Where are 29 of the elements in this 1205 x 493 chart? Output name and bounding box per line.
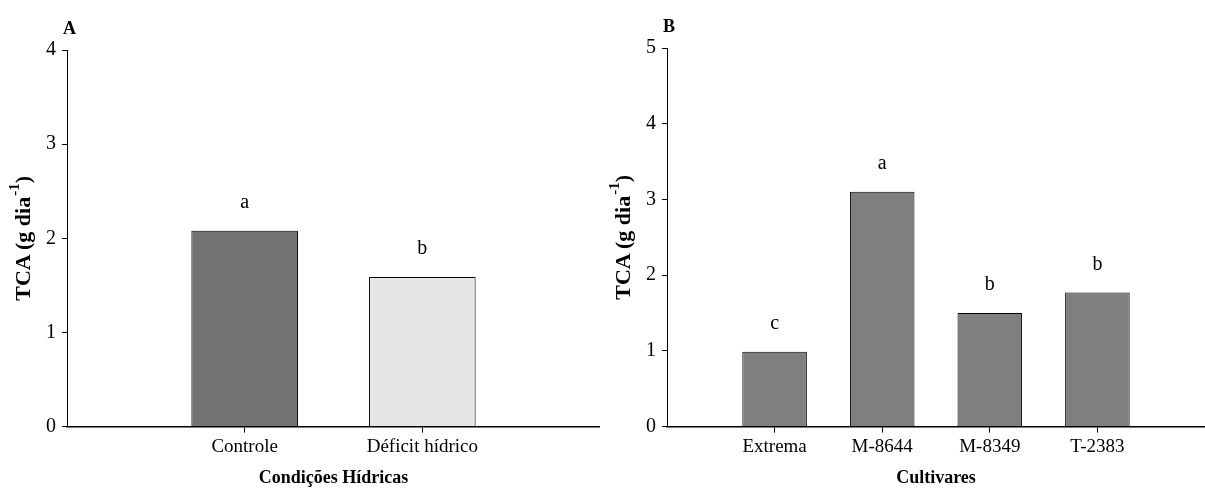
annotation: b bbox=[984, 272, 995, 295]
x-tick-label: M-8644 bbox=[851, 434, 914, 456]
y-tick-label: 4 bbox=[646, 110, 656, 133]
x-tick-label: Déficit hídrico bbox=[366, 434, 478, 456]
x-tick-label: Controle bbox=[211, 434, 278, 456]
annotation: c bbox=[770, 310, 780, 333]
chart-title: B bbox=[663, 16, 676, 36]
y-axis-title: TCA (g dia-1) bbox=[5, 175, 35, 301]
y-tick-label: 0 bbox=[646, 413, 656, 436]
y-tick-label: 2 bbox=[646, 262, 656, 285]
annotation: b bbox=[417, 236, 428, 259]
y-axis-title: TCA (g dia-1) bbox=[605, 174, 635, 300]
y-tick-label: 1 bbox=[46, 319, 56, 342]
y-tick-label: 3 bbox=[46, 131, 56, 154]
annotation: a bbox=[877, 151, 887, 174]
annotation: a bbox=[240, 190, 250, 213]
x-tick-label: T-2383 bbox=[1070, 434, 1125, 456]
y-tick-label: 4 bbox=[46, 37, 56, 60]
y-tick-label: 3 bbox=[646, 186, 656, 209]
y-tick-label: 2 bbox=[46, 225, 56, 248]
chart-title: A bbox=[63, 18, 76, 38]
x-tick-label: Extrema bbox=[742, 434, 808, 456]
y-tick-label: 0 bbox=[46, 413, 56, 436]
x-tick-label: M-8349 bbox=[959, 434, 1021, 456]
annotation: b bbox=[1092, 251, 1103, 274]
y-tick-label: 5 bbox=[646, 35, 656, 58]
y-tick-label: 1 bbox=[646, 338, 656, 361]
x-axis-title: Cultivares bbox=[896, 466, 976, 487]
x-axis-title: Condições Hídricas bbox=[258, 466, 409, 487]
